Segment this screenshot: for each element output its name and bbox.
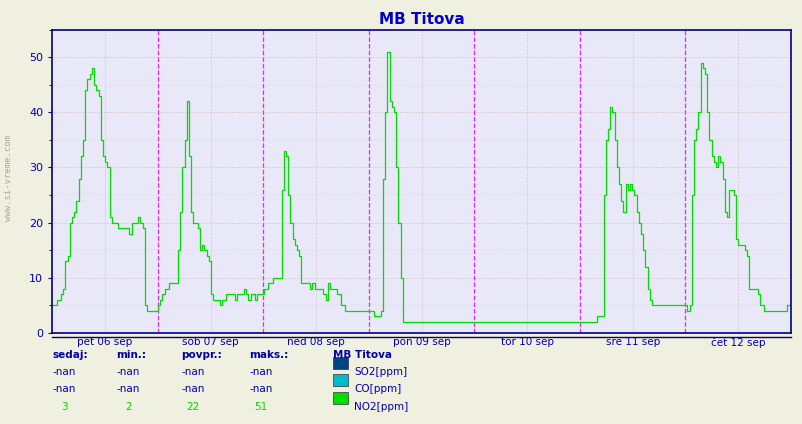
Text: -nan: -nan — [180, 384, 205, 394]
Text: 3: 3 — [61, 402, 67, 412]
Text: SO2[ppm]: SO2[ppm] — [354, 367, 407, 377]
Text: sedaj:: sedaj: — [52, 350, 87, 360]
Text: povpr.:: povpr.: — [180, 350, 221, 360]
Text: -nan: -nan — [116, 367, 140, 377]
Text: min.:: min.: — [116, 350, 146, 360]
Text: MB Titova: MB Titova — [333, 350, 391, 360]
Text: 22: 22 — [186, 402, 199, 412]
Text: 2: 2 — [125, 402, 132, 412]
Text: CO[ppm]: CO[ppm] — [354, 384, 401, 394]
Text: maks.:: maks.: — [249, 350, 288, 360]
Text: -nan: -nan — [52, 384, 76, 394]
Text: -nan: -nan — [52, 367, 76, 377]
Text: NO2[ppm]: NO2[ppm] — [354, 402, 408, 412]
Title: MB Titova: MB Titova — [379, 12, 464, 27]
Text: -nan: -nan — [249, 384, 273, 394]
Text: -nan: -nan — [249, 367, 273, 377]
Text: -nan: -nan — [180, 367, 205, 377]
Text: -nan: -nan — [116, 384, 140, 394]
Text: 51: 51 — [254, 402, 267, 412]
Text: www.si-vreme.com: www.si-vreme.com — [3, 135, 13, 221]
